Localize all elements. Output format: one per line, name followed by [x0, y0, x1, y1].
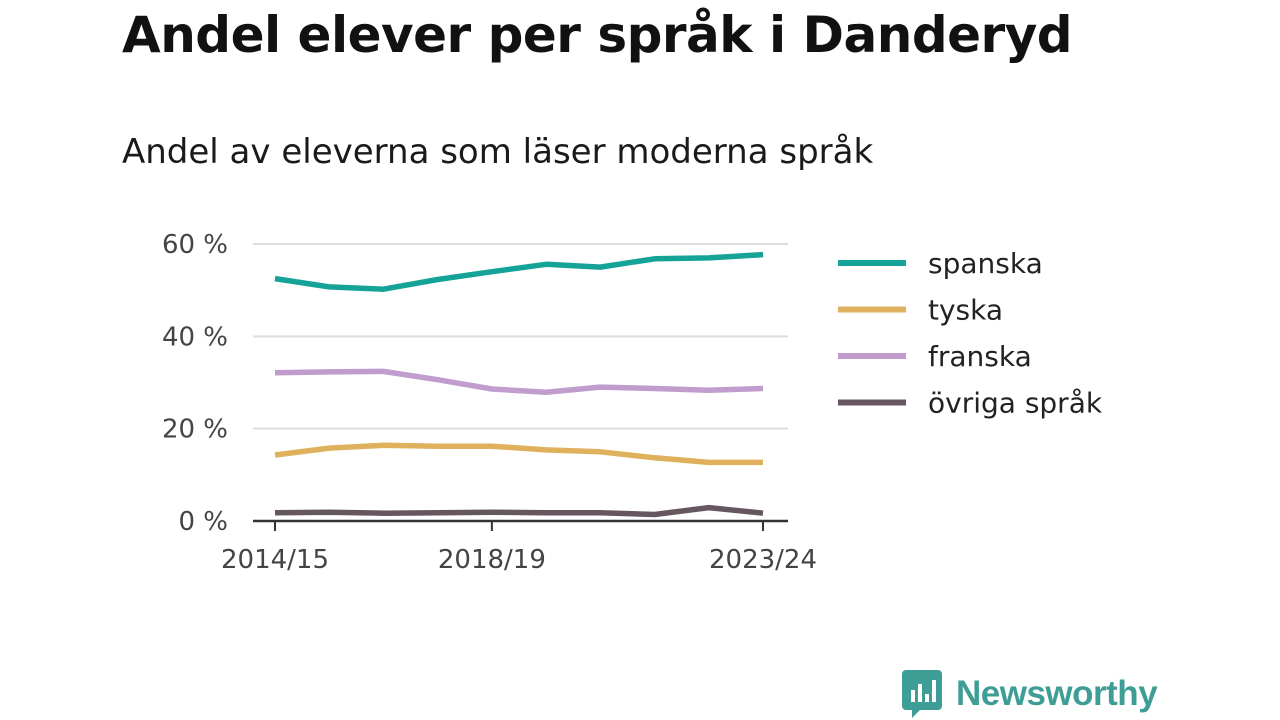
series-line-övriga-språk [274, 504, 764, 518]
newsworthy-logo-icon [902, 670, 942, 718]
x-tick-label-2018/19: 2018/19 [438, 545, 546, 575]
legend-label-spanska: spanska [928, 247, 1043, 280]
x-axis: 2014/15 2018/19 2023/24 [221, 519, 817, 575]
y-tick-label-60: 60 % [162, 230, 228, 260]
y-axis-ticks: 0 % 20 % 40 % 60 % [162, 230, 228, 537]
chart-title: Andel elever per språk i Danderyd [122, 6, 1073, 64]
legend-label-övriga-språk: övriga språk [928, 387, 1103, 420]
series-line-spanska [274, 251, 764, 292]
y-tick-label-40: 40 % [162, 322, 228, 352]
legend-label-tyska: tyska [928, 294, 1003, 327]
grid-lines [253, 243, 788, 430]
y-tick-label-0: 0 % [178, 507, 228, 537]
brand-name: Newsworthy [956, 674, 1158, 713]
brand-logo: Newsworthy [902, 670, 1158, 718]
series-line-tyska [274, 442, 763, 466]
series-line-franska [274, 368, 764, 395]
x-tick-label-2014/15: 2014/15 [221, 545, 329, 575]
y-tick-label-20: 20 % [162, 415, 228, 445]
legend-label-franska: franska [928, 340, 1032, 373]
x-tick-label-2023/24: 2023/24 [709, 545, 817, 575]
chart-subtitle: Andel av eleverna som läser moderna språ… [122, 132, 874, 172]
legend: spanska tyska franska övriga språk [838, 247, 1103, 420]
series-lines [274, 251, 764, 518]
